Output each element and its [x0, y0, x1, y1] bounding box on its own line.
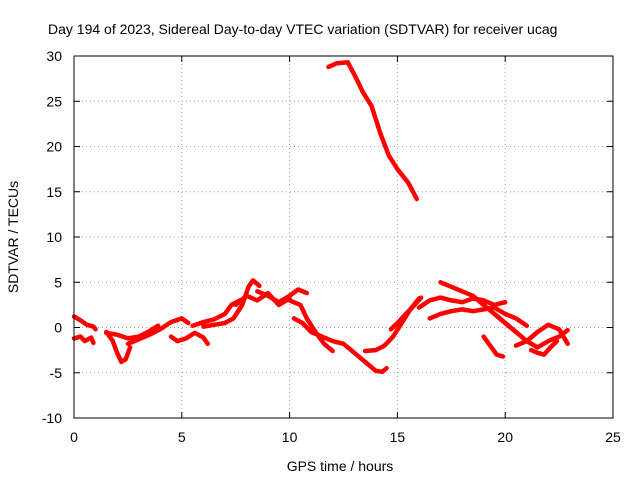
series-line-track-07 — [190, 298, 243, 328]
chart-title: Day 194 of 2023, Sidereal Day-to-day VTE… — [48, 21, 557, 37]
y-tick-label: 0 — [54, 320, 62, 336]
series-line-track-13 — [326, 60, 420, 202]
data-series — [71, 60, 570, 375]
series-line-track-20 — [492, 311, 570, 350]
series-line-track-17 — [427, 305, 530, 328]
series-line-track-08 — [201, 278, 262, 329]
x-tick-label: 5 — [178, 429, 186, 445]
y-tick-label: 25 — [46, 93, 62, 109]
y-tick-label: 10 — [46, 229, 62, 245]
series-line-track-09 — [233, 290, 292, 308]
x-tick-label: 20 — [497, 429, 513, 445]
y-tick-label: -5 — [50, 365, 63, 381]
grid — [74, 56, 613, 418]
series-line-track-04 — [104, 323, 161, 341]
x-axis-label: GPS time / hours — [287, 458, 394, 474]
series-line-track-12 — [291, 316, 389, 375]
y-tick-label: 20 — [46, 139, 62, 155]
series-line-track-16 — [416, 295, 508, 310]
series-line-track-02 — [71, 334, 96, 346]
x-tick-label: 15 — [390, 429, 406, 445]
axis-ticks: 0 5 10 15 20 25 -10 -5 0 5 10 15 20 25 30 — [42, 48, 621, 445]
series-line-track-19 — [481, 334, 506, 359]
y-tick-label: -10 — [42, 410, 62, 426]
x-tick-label: 10 — [282, 429, 298, 445]
y-tick-label: 30 — [46, 48, 62, 64]
series-line-track-22 — [528, 338, 560, 357]
series-line-track-05 — [125, 316, 191, 347]
series-line-track-11 — [287, 298, 335, 354]
y-axis-label: SDTVAR / TECUs — [5, 181, 21, 293]
series-line-track-03 — [104, 329, 133, 365]
y-tick-label: 5 — [54, 274, 62, 290]
x-tick-label: 25 — [605, 429, 621, 445]
series-line-track-15 — [388, 295, 424, 332]
y-tick-label: 15 — [46, 184, 62, 200]
series-line-track-10 — [255, 287, 310, 305]
series-line-track-06 — [168, 330, 210, 347]
series-line-track-21 — [513, 322, 570, 348]
x-tick-label: 0 — [70, 429, 78, 445]
series-line-track-01 — [71, 314, 98, 332]
